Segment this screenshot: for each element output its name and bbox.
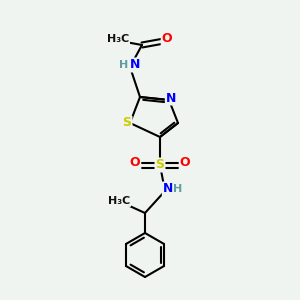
Text: S: S bbox=[122, 116, 131, 130]
Text: H: H bbox=[173, 184, 183, 194]
Text: O: O bbox=[162, 32, 172, 46]
Text: O: O bbox=[180, 157, 190, 169]
Text: N: N bbox=[163, 182, 173, 196]
Text: O: O bbox=[130, 157, 140, 169]
Text: S: S bbox=[155, 158, 164, 172]
Text: H₃C: H₃C bbox=[108, 196, 130, 206]
Text: N: N bbox=[166, 92, 176, 104]
Text: N: N bbox=[130, 58, 140, 71]
Text: H₃C: H₃C bbox=[107, 34, 129, 44]
Text: H: H bbox=[119, 60, 129, 70]
